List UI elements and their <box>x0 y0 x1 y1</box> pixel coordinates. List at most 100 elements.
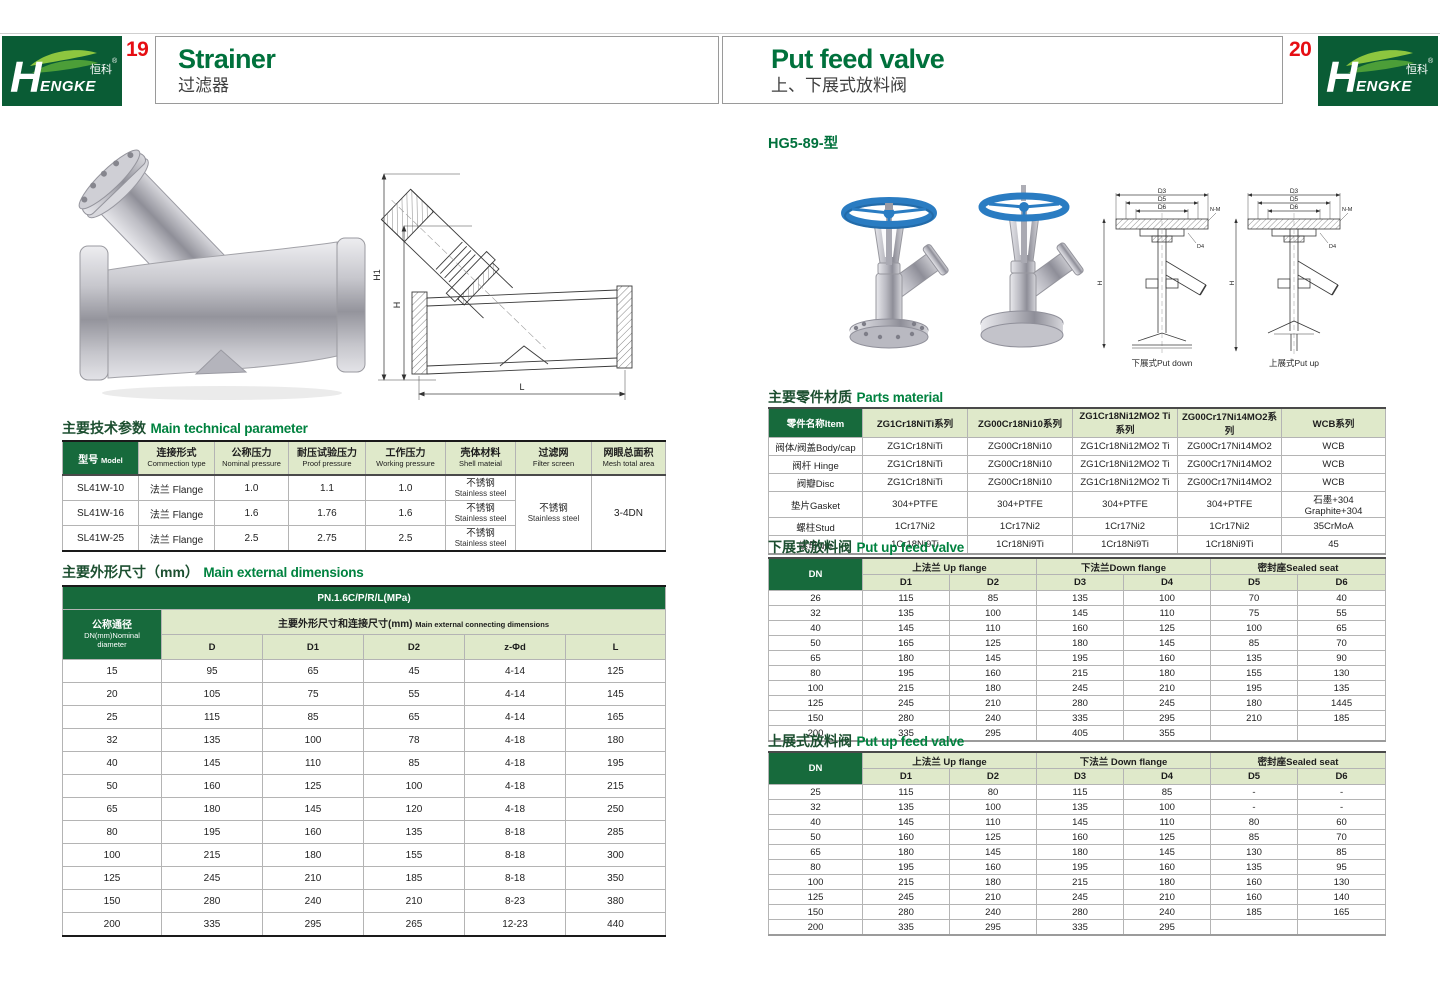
table-cell <box>1210 919 1299 936</box>
table-cell: 304+PTFE <box>862 491 968 518</box>
valve-drawing-up: D3 D5 D6 N-M <box>1229 188 1353 368</box>
section-title-parts-material: 主要零件材质 Parts material <box>768 389 943 405</box>
table-cell: 210 <box>948 695 1038 711</box>
table-row: 32 135 100 145 110 75 55 <box>768 605 1387 621</box>
table-cell: 160 <box>862 829 950 845</box>
table-row: 25 115 85 65 4-14 165 <box>62 705 667 729</box>
table-cell: 295 <box>1123 710 1212 726</box>
table-row: 40 145 110 160 125 100 65 <box>768 620 1387 636</box>
strainer-drawing: H1 H L <box>372 173 633 400</box>
table-cell: 135 <box>1036 799 1125 815</box>
table-cell: 90 <box>1297 650 1387 666</box>
table-cell: 280 <box>862 710 950 726</box>
table-header-row: PN.1.6C/P/R/L(MPa) <box>61 585 667 610</box>
page-number-right: 20 <box>1289 38 1312 61</box>
table-cell: 285 <box>564 820 667 844</box>
table-cell: 100 <box>1123 590 1212 606</box>
table-cell: 180 <box>948 680 1038 696</box>
table-cell: 265 <box>363 912 465 937</box>
table-cell: 145 <box>564 682 667 706</box>
table-cell: 100 <box>363 774 465 798</box>
leaf-icon <box>32 60 98 73</box>
table-cell: 180 <box>161 797 263 821</box>
table-cell: - <box>1210 799 1299 815</box>
table-row: 阀体/阀盖Body/cap ZG1Cr18NiTi ZG00Cr18Ni10 Z… <box>768 437 1386 456</box>
valve-drawings: D3 D5 D6 N-M D <box>1097 188 1353 368</box>
table-cell: 20 <box>62 682 162 706</box>
table-cell: 160 <box>161 774 263 798</box>
table-cell: 245 <box>862 889 950 905</box>
table-cell: 1Cr18Ni9Ti <box>1177 535 1282 555</box>
svg-text:H: H <box>1229 280 1236 285</box>
table-cell: 65 <box>363 705 465 729</box>
table-cell: 80 <box>62 820 162 844</box>
page-title-cn: 上、下展式放料阀 <box>771 76 907 95</box>
table-cell: 1445 <box>1297 695 1387 711</box>
page-number-left: 19 <box>126 38 149 61</box>
valve-photos <box>841 185 1084 349</box>
table-cell: 195 <box>564 751 667 775</box>
table-cell: 405 <box>1036 725 1125 742</box>
top-rule <box>0 33 1440 34</box>
svg-text:D4: D4 <box>1329 244 1336 250</box>
table-cell: ZG00Cr18Ni10 <box>967 473 1073 492</box>
table-cell: 125 <box>62 866 162 890</box>
table-cell: 125 <box>1123 620 1212 636</box>
table-cell: 50 <box>62 774 162 798</box>
table-cell: 160 <box>1210 874 1299 890</box>
table-cell: 165 <box>564 705 667 729</box>
table-cell: 180 <box>1036 635 1125 651</box>
table-cell: 335 <box>862 919 950 936</box>
table-cell: 78 <box>363 728 465 752</box>
table-cell: 4-14 <box>464 659 566 683</box>
table-row: 80 195 160 195 160 135 95 <box>768 859 1387 875</box>
table-cell: 180 <box>564 728 667 752</box>
table-cell: 160 <box>1123 859 1212 875</box>
table-cell: 240 <box>948 710 1038 726</box>
table-cell: 295 <box>948 919 1038 936</box>
table-cell: 145 <box>948 844 1038 860</box>
table-cell: 215 <box>1036 874 1125 890</box>
table-cell: 15 <box>62 659 162 683</box>
table-cell: 155 <box>363 843 465 867</box>
table-row: 65 180 145 195 160 135 90 <box>768 650 1387 666</box>
table-row: 50 160 125 100 4-18 215 <box>62 774 667 798</box>
svg-text:N-M: N-M <box>1342 207 1353 213</box>
table-cell: 32 <box>62 728 162 752</box>
logo-cn: 恒科 <box>90 62 112 76</box>
table-cell: 40 <box>62 751 162 775</box>
table-cell: 85 <box>1210 635 1299 651</box>
table-cell: 115 <box>862 784 950 800</box>
table-cell: 155 <box>1210 665 1299 681</box>
table-cell: 75 <box>262 682 364 706</box>
table-cell: 40 <box>768 814 863 830</box>
logo-letter: H <box>10 53 43 102</box>
table-cell: 85 <box>363 751 465 775</box>
logo-cn: 恒科 <box>1406 62 1428 76</box>
table-cell: 110 <box>1123 814 1212 830</box>
table-cell: 215 <box>1036 665 1125 681</box>
table-cell: 335 <box>1036 919 1125 936</box>
table-cell: 4-18 <box>464 797 566 821</box>
table-cell: 145 <box>1123 635 1212 651</box>
table-cell: 145 <box>262 797 364 821</box>
table-cell: 210 <box>363 889 465 913</box>
table-cell: 280 <box>1036 695 1125 711</box>
table-header-row: 型号 Model 连接形式 Commection type 公称压力 Nominal… <box>62 440 666 476</box>
table-row: 50 160 125 160 125 85 70 <box>768 829 1387 845</box>
table-cell: 135 <box>862 605 950 621</box>
table-cell: 160 <box>948 665 1038 681</box>
dimensions-table: PN.1.6C/P/R/L(MPa) 公称通径 DN(mm)Nominal di… <box>61 585 667 937</box>
table-cell: 200 <box>768 919 863 936</box>
table-cell: 185 <box>1297 710 1387 726</box>
table-row: 150 280 240 335 295 210 185 <box>768 710 1387 726</box>
table-cell: 55 <box>1297 605 1387 621</box>
drawing-caption-up: 上展式Put up <box>1269 358 1319 368</box>
table-cell: 45 <box>1281 535 1386 555</box>
table-cell: 50 <box>768 829 863 845</box>
table-row: SL41W-16 法兰 Flange 1.6 1.76 1.6 不锈钢 Stain… <box>62 500 666 526</box>
table-cell: 80 <box>768 665 863 681</box>
table-cell: 245 <box>862 695 950 711</box>
table-cell: ZG1Cr18NiTi <box>862 455 968 474</box>
